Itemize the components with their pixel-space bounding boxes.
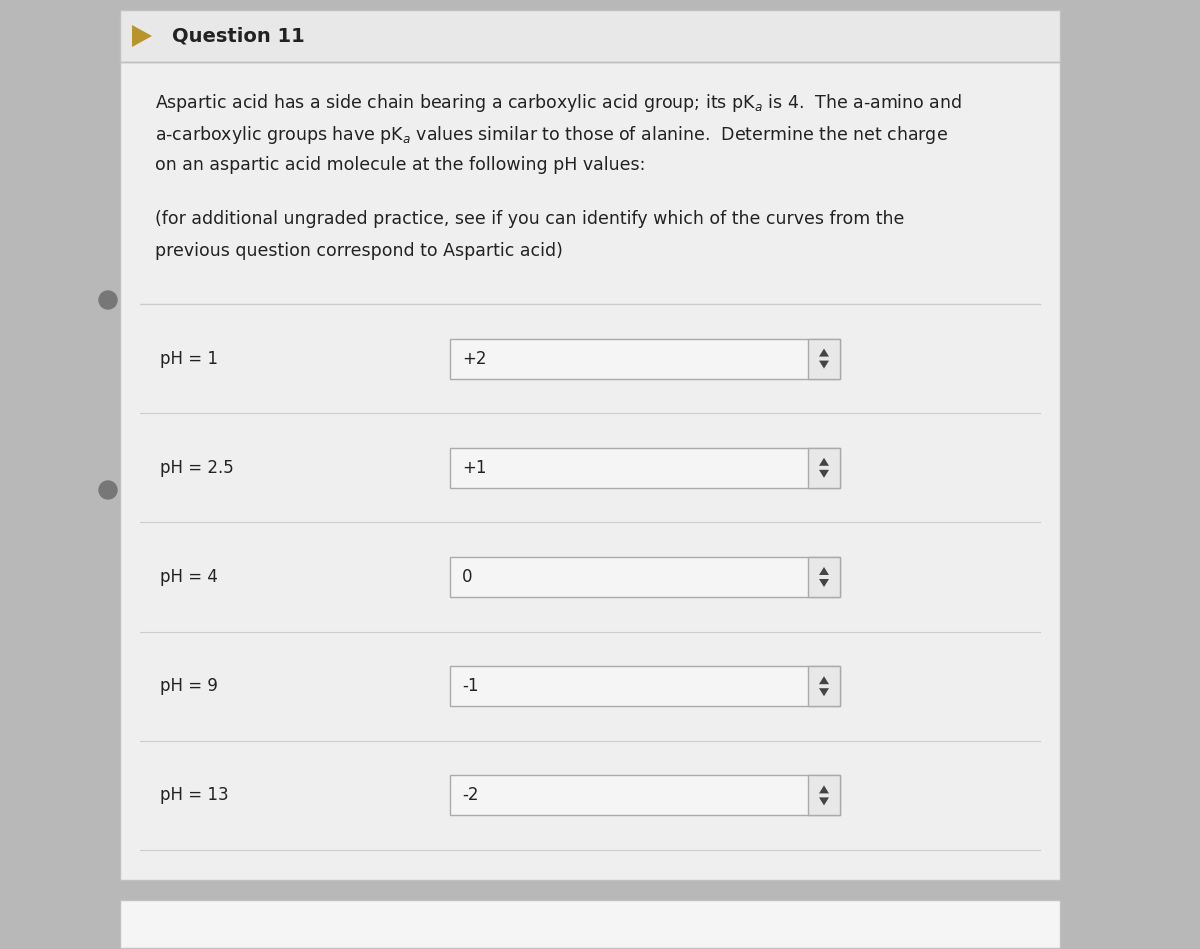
Text: -1: -1	[462, 678, 479, 696]
Text: +2: +2	[462, 349, 486, 367]
FancyBboxPatch shape	[450, 775, 840, 815]
Polygon shape	[818, 797, 829, 806]
FancyBboxPatch shape	[450, 666, 840, 706]
FancyBboxPatch shape	[120, 10, 1060, 880]
FancyBboxPatch shape	[808, 775, 840, 815]
FancyBboxPatch shape	[450, 557, 840, 597]
Polygon shape	[818, 579, 829, 587]
Text: +1: +1	[462, 458, 486, 476]
Polygon shape	[818, 567, 829, 575]
Text: pH = 4: pH = 4	[160, 568, 218, 586]
Text: (for additional ungraded practice, see if you can identify which of the curves f: (for additional ungraded practice, see i…	[155, 210, 905, 228]
Circle shape	[98, 291, 118, 309]
FancyBboxPatch shape	[450, 339, 840, 379]
Text: pH = 13: pH = 13	[160, 787, 229, 805]
Text: pH = 1: pH = 1	[160, 349, 218, 367]
FancyBboxPatch shape	[808, 448, 840, 488]
Polygon shape	[818, 361, 829, 368]
FancyBboxPatch shape	[450, 448, 840, 488]
Polygon shape	[818, 677, 829, 684]
Polygon shape	[818, 786, 829, 793]
Text: Aspartic acid has a side chain bearing a carboxylic acid group; its pK$_a$ is 4.: Aspartic acid has a side chain bearing a…	[155, 92, 962, 114]
FancyBboxPatch shape	[808, 666, 840, 706]
Text: previous question correspond to Aspartic acid): previous question correspond to Aspartic…	[155, 242, 563, 260]
FancyBboxPatch shape	[808, 339, 840, 379]
FancyBboxPatch shape	[808, 557, 840, 597]
Text: pH = 9: pH = 9	[160, 678, 218, 696]
Text: a-carboxylic groups have pK$_a$ values similar to those of alanine.  Determine t: a-carboxylic groups have pK$_a$ values s…	[155, 124, 948, 146]
Text: on an aspartic acid molecule at the following pH values:: on an aspartic acid molecule at the foll…	[155, 156, 646, 174]
FancyBboxPatch shape	[120, 900, 1060, 948]
Text: Question 11: Question 11	[172, 27, 305, 46]
Polygon shape	[818, 688, 829, 697]
Text: -2: -2	[462, 787, 479, 805]
Polygon shape	[818, 348, 829, 357]
Text: pH = 2.5: pH = 2.5	[160, 458, 234, 476]
Polygon shape	[132, 25, 152, 47]
Text: 0: 0	[462, 568, 473, 586]
Polygon shape	[818, 470, 829, 477]
Polygon shape	[818, 457, 829, 466]
Circle shape	[98, 481, 118, 499]
FancyBboxPatch shape	[120, 10, 1060, 62]
